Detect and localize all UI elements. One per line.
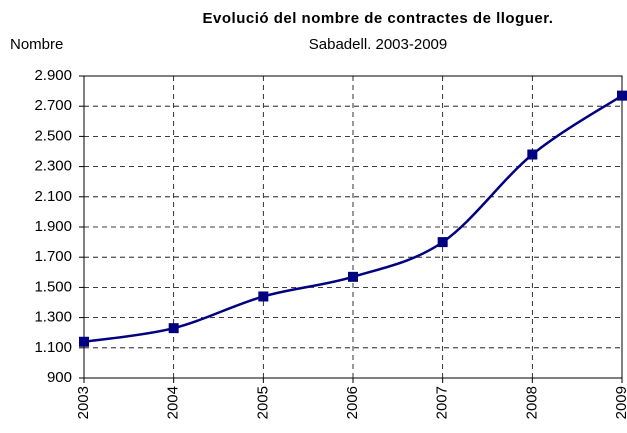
x-tick-label: 2008	[523, 386, 540, 419]
x-tick-label: 2007	[434, 386, 451, 419]
marker	[348, 271, 358, 282]
y-tick-label: 2.900	[34, 67, 72, 84]
y-tick-label: 1.300	[34, 309, 72, 326]
y-tick-label: 2.300	[34, 158, 72, 175]
marker	[258, 291, 269, 302]
y-tick-label: 1.700	[34, 248, 72, 265]
x-tick-label: 2005	[254, 386, 271, 419]
marker	[437, 237, 448, 248]
x-tick-label: 2003	[75, 386, 92, 419]
marker	[168, 323, 179, 334]
x-tick-label: 2004	[165, 386, 182, 419]
x-tick-label: 2006	[344, 386, 361, 419]
chart-subtitle: Sabadell. 2003-2009	[309, 36, 447, 53]
y-tick-label: 2.500	[34, 127, 72, 144]
marker	[79, 336, 89, 347]
y-tick-label: 2.700	[34, 97, 72, 114]
y-tick-label: 2.100	[34, 188, 72, 205]
y-tick-label: 1.900	[34, 218, 72, 235]
y-tick-label: 900	[47, 369, 72, 386]
y-tick-label: 1.500	[34, 278, 72, 295]
plot-border	[83, 75, 623, 379]
chart-title: Evolució del nombre de contractes de llo…	[203, 10, 554, 27]
marker	[617, 90, 627, 101]
marker	[527, 149, 538, 160]
y-tick-label: 1.100	[34, 339, 72, 356]
y-axis-label: Nombre	[10, 36, 63, 53]
x-tick-label: 2009	[613, 386, 627, 419]
